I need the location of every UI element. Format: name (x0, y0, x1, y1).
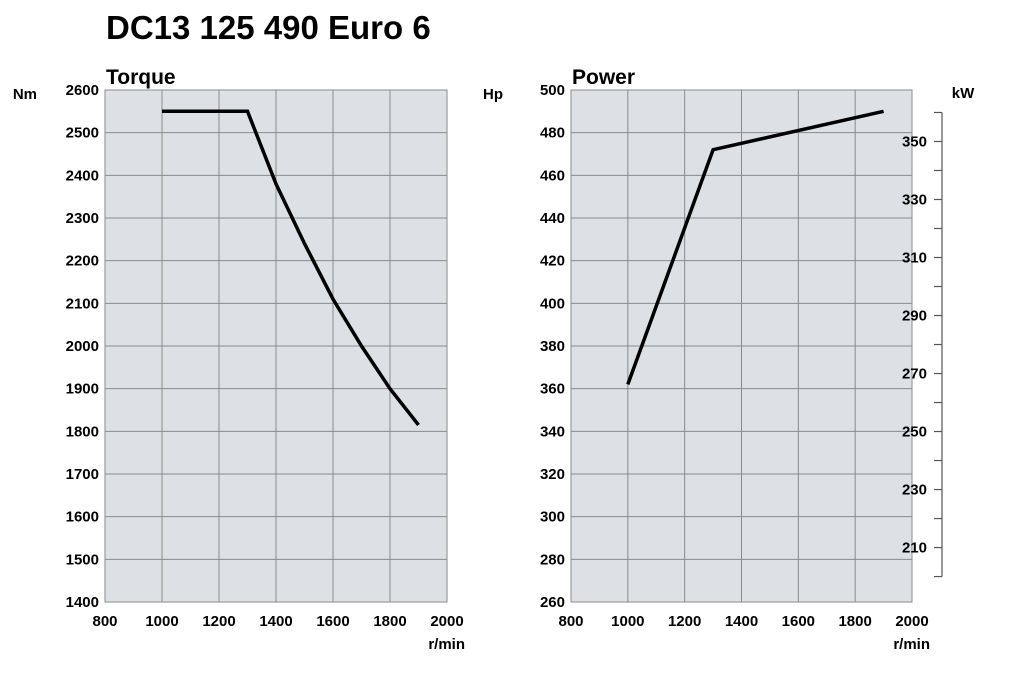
power-x-tick-label: 1800 (838, 613, 871, 630)
power-y-tick-label: 400 (540, 295, 565, 312)
kw-tick-label: 250 (902, 424, 927, 441)
kw-unit-label: kW (952, 85, 975, 102)
kw-tick-label: 290 (902, 308, 927, 325)
power-y-tick-label: 340 (540, 423, 565, 440)
power-y-tick-label: 280 (540, 551, 565, 568)
torque-y-tick-label: 2300 (66, 210, 99, 227)
power-y-tick-label: 380 (540, 338, 565, 355)
torque-y-tick-label: 1400 (66, 594, 99, 611)
torque-x-tick-label: 2000 (430, 613, 463, 630)
torque-y-tick-label: 1800 (66, 423, 99, 440)
torque-y-tick-label: 2400 (66, 167, 99, 184)
power-frame (570, 89, 913, 603)
kw-tick-label: 270 (902, 366, 927, 383)
power-y-tick-label: 420 (540, 253, 565, 270)
torque-chart: 800 1000 1200 1400 1600 1800 2000 1400 1500 1600 1… (13, 66, 465, 653)
power-series-line (626, 109, 884, 385)
torque-series-line (162, 109, 420, 426)
power-y-tick-label: 260 (540, 594, 565, 611)
torque-y-tick-label: 1900 (66, 381, 99, 398)
torque-x-tick-label: 1600 (316, 613, 349, 630)
torque-y-tick-label: 2500 (66, 125, 99, 142)
power-x-tick-label: 1000 (611, 613, 644, 630)
kw-tick-label: 330 (902, 191, 927, 208)
power-y-tick-label: 500 (540, 82, 565, 99)
power-x-unit-label: r/min (893, 636, 930, 653)
torque-y-tick-label: 2000 (66, 338, 99, 355)
power-x-tick-label: 800 (558, 613, 583, 630)
torque-y-tick-label: 1600 (66, 509, 99, 526)
power-y-tick-label: 360 (540, 381, 565, 398)
kw-tick-label: 230 (902, 482, 927, 499)
power-y-tick-label: 460 (540, 167, 565, 184)
power-y-unit-label: Hp (483, 86, 503, 103)
torque-y-tick-label: 1500 (66, 551, 99, 568)
kw-tick-label: 310 (902, 250, 927, 267)
torque-y-tick-label: 1700 (66, 466, 99, 483)
kw-tick-label: 350 (902, 133, 927, 150)
torque-x-tick-label: 1400 (259, 613, 292, 630)
power-y-tick-label: 480 (540, 125, 565, 142)
torque-y-unit-label: Nm (13, 86, 37, 103)
power-y-tick-label: 300 (540, 509, 565, 526)
torque-x-tick-label: 1000 (145, 613, 178, 630)
kw-tick-label: 210 (902, 540, 927, 557)
power-x-tick-label: 1200 (668, 613, 701, 630)
power-x-tick-label: 1400 (725, 613, 758, 630)
torque-x-tick-label: 800 (92, 613, 117, 630)
power-x-tick-label: 2000 (895, 613, 928, 630)
torque-frame (104, 89, 448, 603)
power-chart-title: Power (572, 66, 635, 89)
torque-chart-title: Torque (106, 66, 176, 89)
torque-x-tick-label: 1800 (373, 613, 406, 630)
page-title: DC13 125 490 Euro 6 (106, 9, 431, 46)
torque-y-tick-label: 2200 (66, 253, 99, 270)
power-y-tick-label: 320 (540, 466, 565, 483)
torque-y-tick-label: 2600 (66, 82, 99, 99)
torque-y-tick-label: 2100 (66, 295, 99, 312)
power-y-tick-label: 440 (540, 210, 565, 227)
power-chart: 800 1000 1200 1400 1600 1800 2000 260 280 300 320 3… (483, 66, 975, 653)
torque-x-unit-label: r/min (428, 636, 465, 653)
power-x-tick-label: 1600 (782, 613, 815, 630)
torque-x-tick-label: 1200 (202, 613, 235, 630)
